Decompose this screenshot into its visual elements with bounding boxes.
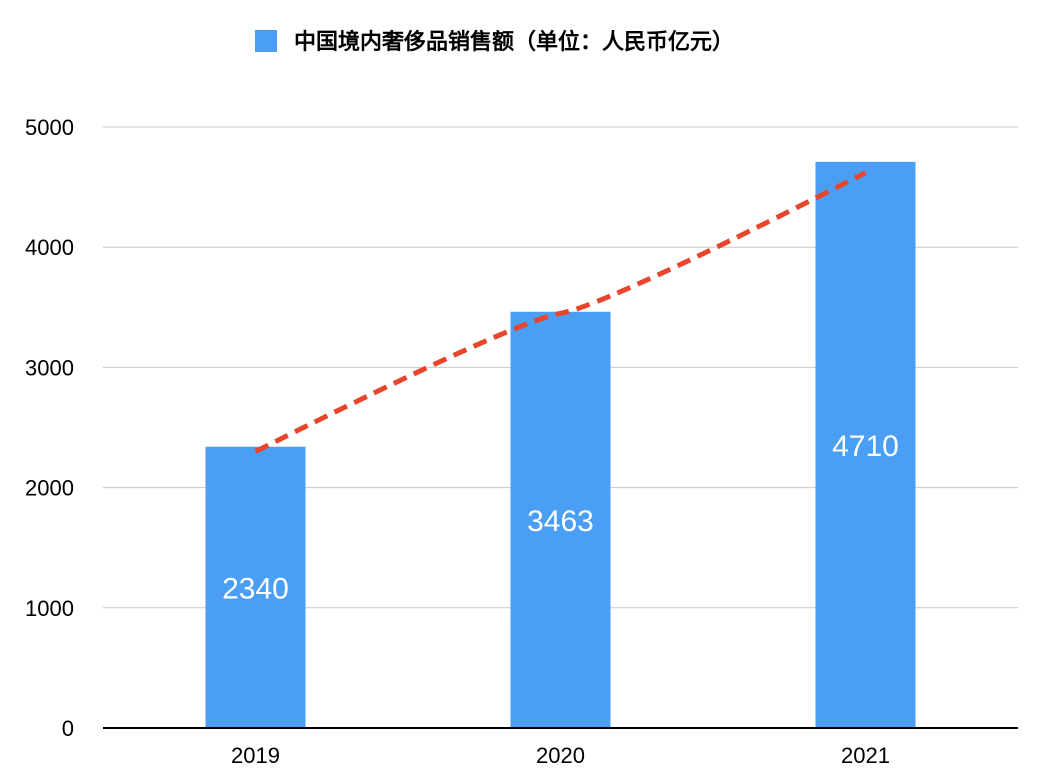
y-tick-label-5000: 5000: [25, 115, 74, 140]
data-label-2019: 2340: [222, 572, 289, 605]
y-tick-label-1000: 1000: [25, 596, 74, 621]
x-axis-tick-labels: 2019 2020 2021: [231, 743, 890, 768]
bar-2020: [510, 311, 611, 728]
x-tick-label-2020: 2020: [536, 743, 585, 768]
x-tick-label-2019: 2019: [231, 743, 280, 768]
y-tick-label-4000: 4000: [25, 235, 74, 260]
bar-2021: [815, 161, 916, 728]
trendline-path: [254, 170, 867, 454]
y-tick-label-3000: 3000: [25, 355, 74, 380]
legend-label: 中国境内奢侈品销售额（单位：人民币亿元）: [294, 29, 734, 55]
y-tick-label-2000: 2000: [25, 476, 74, 501]
trendline: [254, 170, 867, 454]
bars: [205, 161, 916, 728]
data-label-2021: 4710: [832, 430, 899, 463]
data-labels: 2340 3463 4710: [222, 430, 899, 605]
data-label-2020: 3463: [527, 505, 594, 538]
x-tick-label-2021: 2021: [841, 743, 890, 768]
bar-2019: [205, 446, 306, 728]
y-axis-tick-labels: 0 1000 2000 3000 4000 5000: [25, 115, 74, 741]
legend-swatch: [255, 30, 277, 52]
legend: 中国境内奢侈品销售额（单位：人民币亿元）: [255, 29, 734, 55]
y-tick-label-0: 0: [62, 716, 74, 741]
